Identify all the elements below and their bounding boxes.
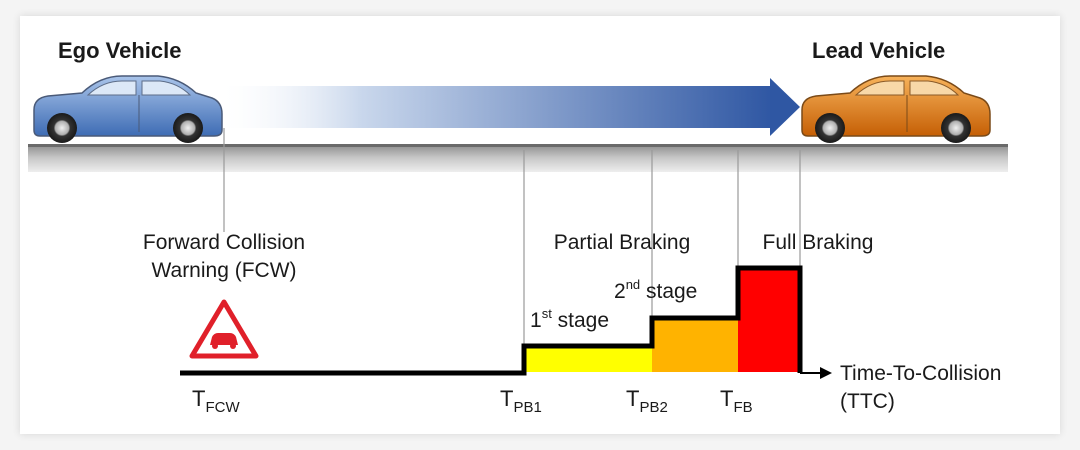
full-braking-block — [738, 268, 800, 372]
t-fb-label: TFB — [720, 386, 753, 416]
lead-vehicle-label: Lead Vehicle — [812, 38, 945, 63]
ttc-axis — [800, 367, 832, 379]
stage1-block — [526, 346, 652, 372]
ego-car-icon — [33, 75, 223, 143]
braking-step-line — [180, 265, 803, 376]
partial-braking-label: Partial Braking — [554, 231, 691, 254]
warning-car-triangle-icon — [189, 299, 259, 359]
fcw-label-line2: Warning (FCW) — [151, 259, 296, 282]
ttc-axis-label-line2: (TTC) — [840, 390, 895, 413]
approach-arrow — [224, 78, 800, 136]
t-pb2-label: TPB2 — [626, 386, 668, 416]
t-fcw-label: TFCW — [192, 386, 240, 416]
second-stage-label: 2nd stage — [614, 277, 697, 303]
stage2-block — [652, 318, 738, 372]
t-pb1-label: TPB1 — [500, 386, 542, 416]
full-braking-label: Full Braking — [763, 231, 874, 254]
road — [28, 144, 1008, 172]
ttc-axis-label-line1: Time-To-Collision — [840, 362, 1001, 385]
first-stage-label: 1st stage — [530, 306, 609, 332]
marker-lines — [223, 128, 801, 345]
fcw-label-line1: Forward Collision — [143, 231, 305, 254]
lead-car-icon — [801, 75, 991, 143]
ego-vehicle-label: Ego Vehicle — [58, 38, 182, 63]
